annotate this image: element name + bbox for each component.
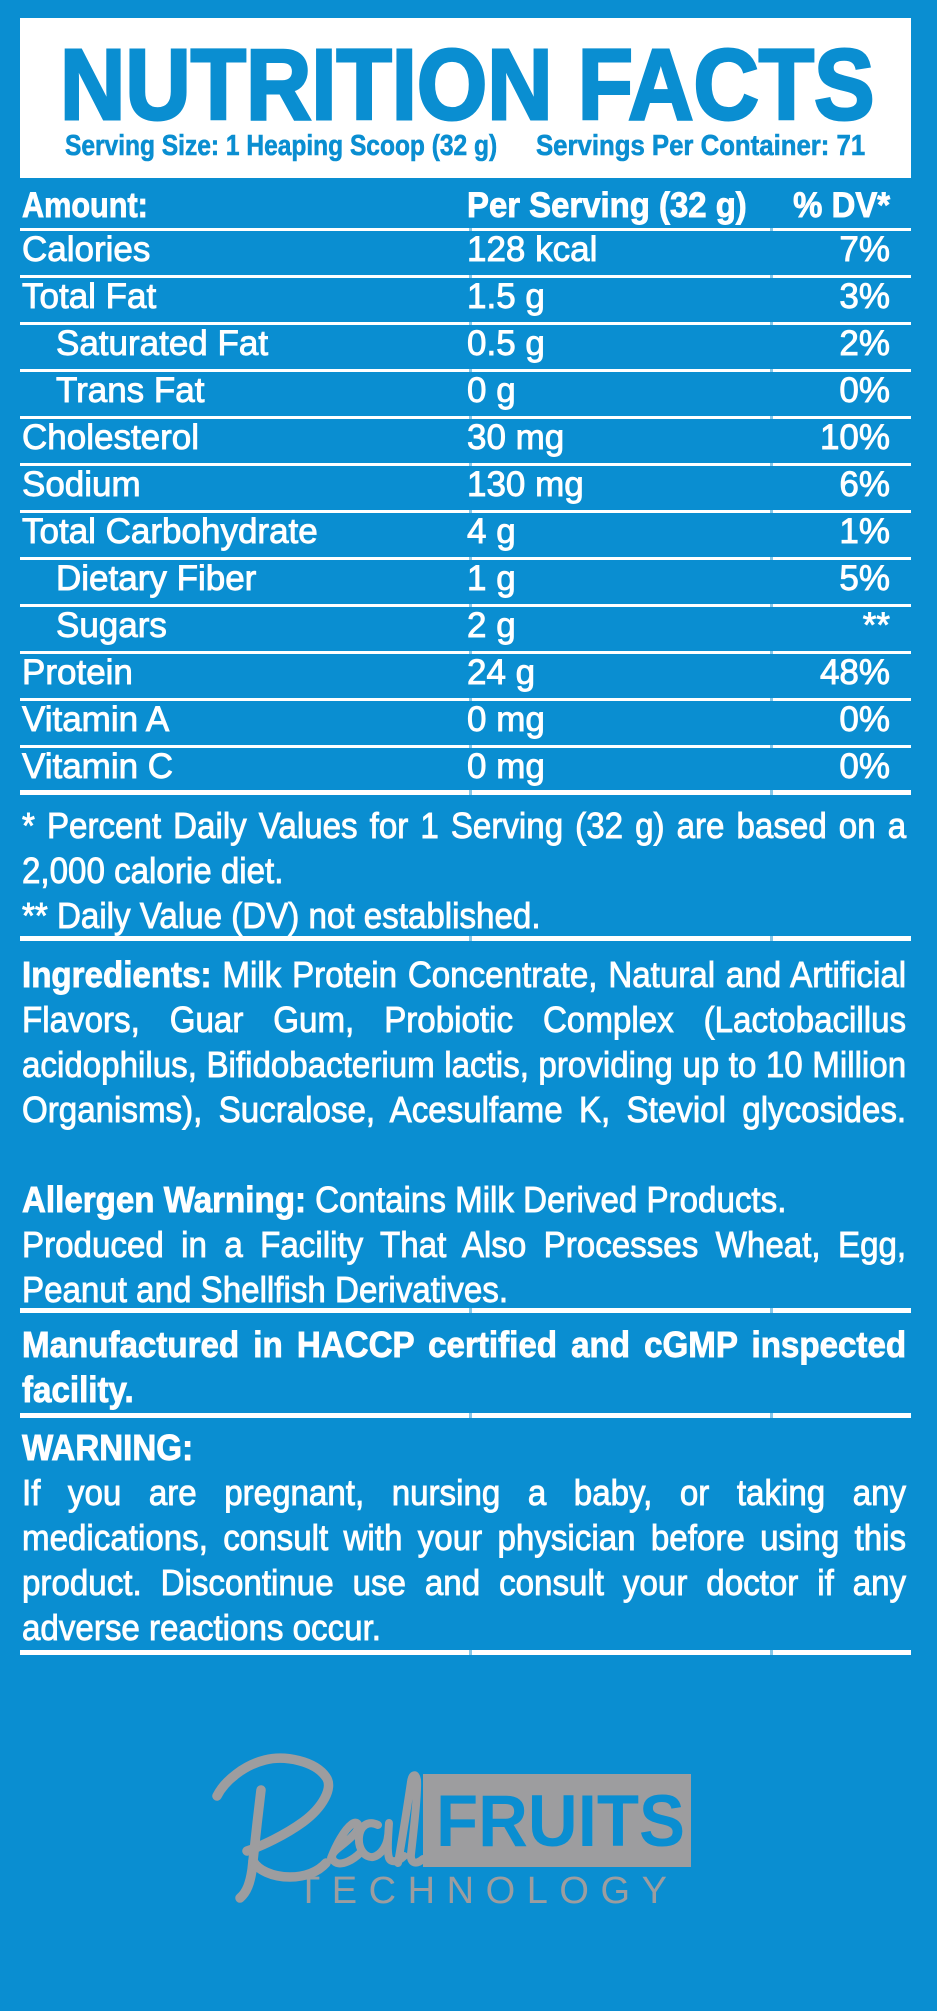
svg-text:FRUITS: FRUITS bbox=[436, 1781, 685, 1862]
svg-text:TECHNOLOGY: TECHNOLOGY bbox=[297, 1870, 667, 1912]
